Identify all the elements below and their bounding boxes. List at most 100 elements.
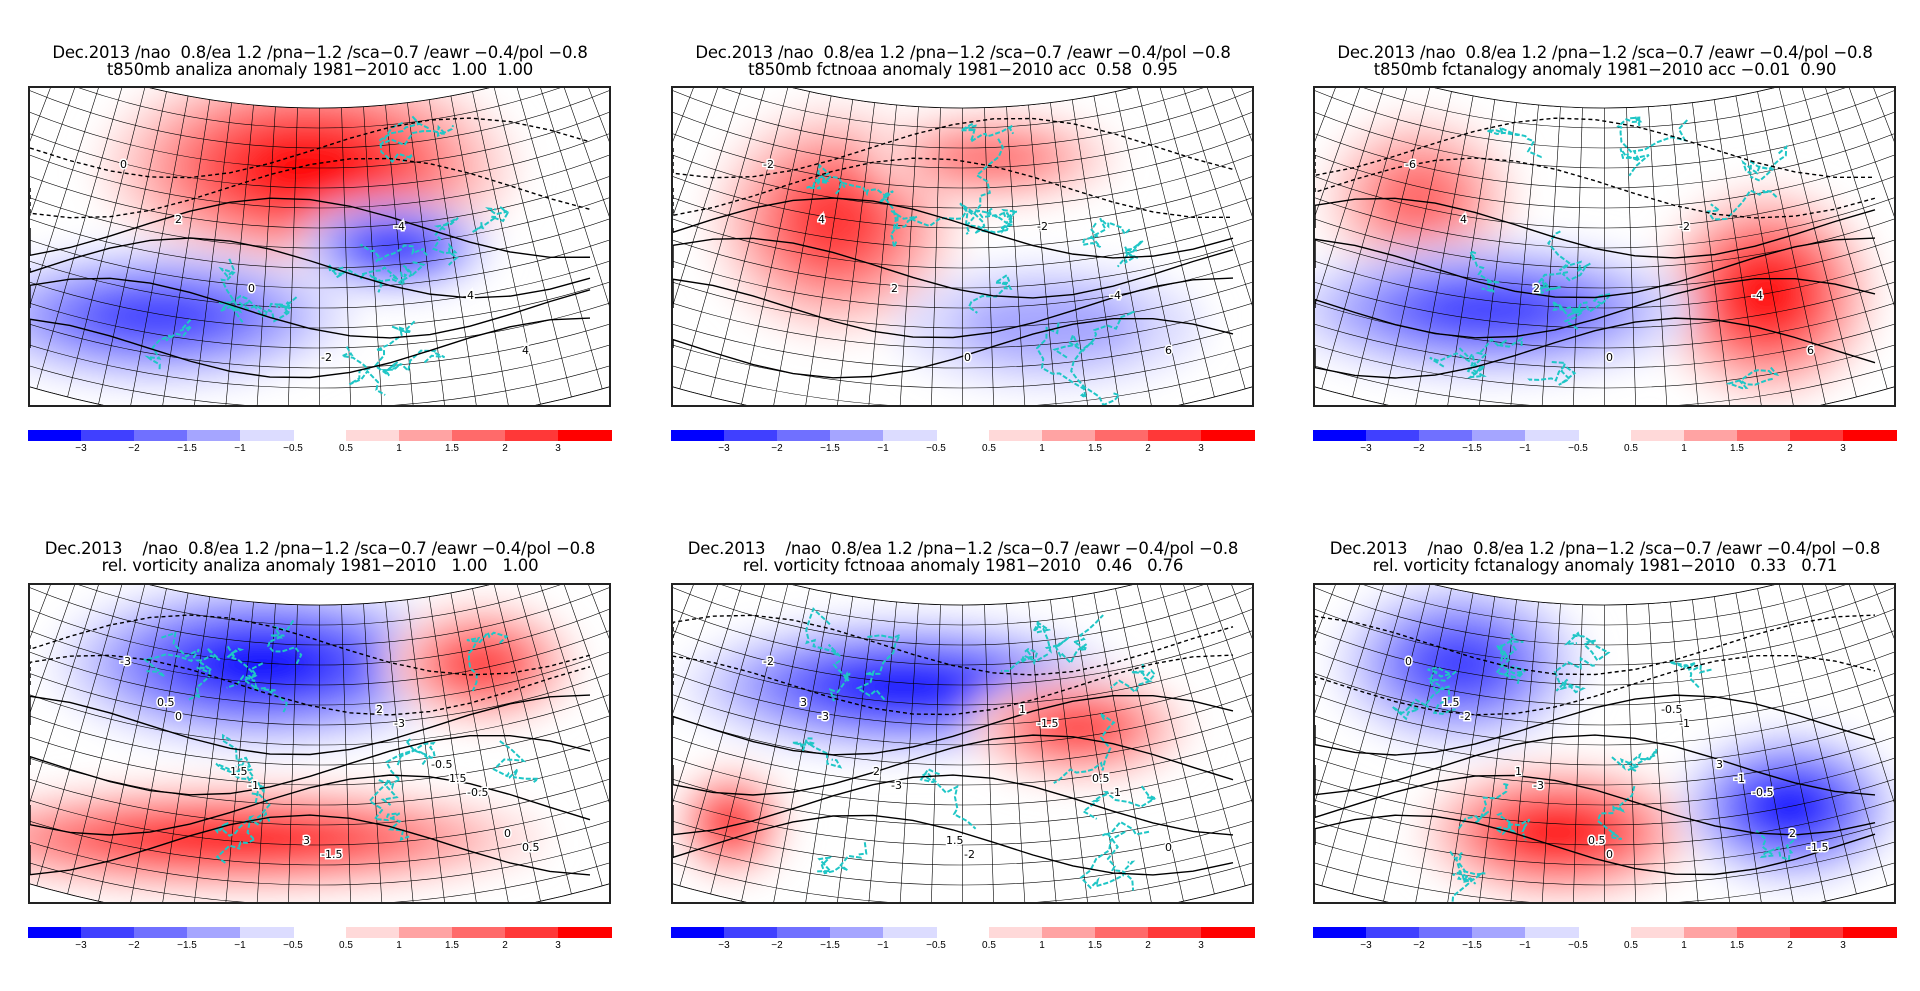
colorbar-tick-label: 1.5 — [1730, 443, 1744, 454]
coastline — [379, 121, 455, 147]
colorbar-swatch — [883, 430, 937, 441]
contour-label: 0 — [504, 827, 511, 840]
colorbar-swatch — [240, 927, 294, 938]
colorbar-swatch — [1684, 430, 1738, 441]
colorbar-tick-label: −2 — [128, 443, 140, 454]
colorbar-swatch — [1042, 430, 1096, 441]
colorbar-tick-label: 2 — [1145, 940, 1151, 951]
anomaly-region-positive — [143, 823, 322, 854]
contour-label: 1.5 — [1442, 696, 1460, 709]
contour-label: -2 — [1679, 220, 1690, 233]
colorbar-swatch — [399, 430, 453, 441]
grid-parallel — [673, 665, 1252, 786]
coastline — [373, 320, 416, 377]
colorbar-tick-label: 1.5 — [445, 443, 459, 454]
grid-parallel — [673, 585, 1252, 686]
colorbar-positive: 0.5 1 1.5 2 3 — [982, 430, 1255, 454]
panel-title-line1: Dec.2013 /nao 0.8/ea 1.2 /pna−1.2 /sca−0… — [695, 43, 1231, 62]
contour-label: 0.5 — [1588, 834, 1606, 847]
colorbar-tick-label: 0.5 — [339, 443, 353, 454]
domain-outline — [1315, 585, 1894, 902]
coastline — [974, 208, 1018, 234]
coastline — [806, 163, 846, 190]
grid-parallel — [1315, 88, 1894, 129]
colorbar-swatch — [1843, 430, 1897, 441]
coastline — [267, 619, 303, 666]
grid-parallel — [1315, 585, 1894, 666]
contour-line — [1315, 814, 1876, 876]
grid-parallel — [30, 717, 609, 846]
grid-parallel — [673, 752, 1252, 886]
grid-parallel — [673, 255, 1252, 389]
grid-meridian — [577, 88, 609, 359]
colorbar-tick-label: 1 — [1039, 940, 1045, 951]
colorbar-swatch — [671, 927, 725, 938]
colorbar-positive: 0.5 1 1.5 2 3 — [1624, 430, 1897, 454]
colorbar-swatch — [777, 927, 831, 938]
contour-label: -3 — [818, 710, 829, 723]
grid-parallel — [1315, 238, 1894, 369]
anomaly-region-positive — [248, 136, 368, 198]
anomaly-region-positive — [791, 181, 879, 261]
map-frame: -2 -1 -1.5 -2 -3 -3 0 0.5 1 1.5 2 3 — [671, 583, 1254, 904]
contour-label: -3 — [120, 655, 131, 668]
grid-parallel — [30, 168, 609, 289]
colorbar-swatch — [1419, 430, 1473, 441]
grid-parallel — [1315, 735, 1894, 866]
anomaly-region-positive — [935, 137, 1048, 179]
colorbar-swatch — [346, 430, 400, 441]
contour-label: -0.5 — [431, 758, 452, 771]
contour-line — [673, 614, 1234, 676]
grid-parallel — [673, 88, 1252, 169]
coastline — [963, 138, 1005, 235]
panel-title-line1: Dec.2013 /nao 0.8/ea 1.2 /pna−1.2 /sca−0… — [687, 539, 1239, 558]
colorbar-tick-label: −2 — [128, 940, 140, 951]
map-frame: -3 -0.5 -3 -1.5 -1 0 0.5 1.5 2 3 1.5 0.5 0 -0.5 — [28, 583, 611, 904]
coastline — [1494, 640, 1527, 685]
contour-label: 1.5 — [449, 772, 467, 785]
coastline — [368, 779, 410, 842]
contour-label: -2 — [1460, 710, 1471, 723]
grid-parallel — [673, 683, 1252, 806]
coastline — [369, 261, 426, 293]
coastline — [188, 647, 221, 701]
contour-line — [673, 317, 1234, 379]
grid-meridian — [556, 88, 609, 370]
contour-label: 4 — [818, 213, 825, 226]
anomaly-blobs — [710, 107, 1203, 387]
contour-label: -2 — [763, 655, 774, 668]
grid-parallel — [1315, 220, 1894, 349]
colorbar-tick-label: −1.5 — [177, 940, 197, 951]
contour-line — [1315, 694, 1876, 756]
colorbar-positive: 0.5 1 1.5 2 3 — [1624, 927, 1897, 951]
colorbar-positive: 0.5 1 1.5 2 3 — [339, 927, 612, 951]
colorbar-tick-label: −3 — [1360, 940, 1372, 951]
colorbar-swatch — [1095, 927, 1149, 938]
coastline — [226, 645, 258, 689]
grid-parallel — [30, 88, 609, 189]
contour-line — [1315, 614, 1876, 676]
grid-parallel — [673, 585, 1252, 666]
coastline — [396, 738, 436, 766]
colorbar-swatch — [134, 927, 188, 938]
grid-parallel — [1315, 717, 1894, 846]
colorbar-tick-label: −1.5 — [1462, 443, 1482, 454]
grid-parallel — [30, 151, 609, 269]
contour-line — [1315, 197, 1876, 259]
contour-line — [30, 317, 591, 379]
contour-line — [673, 654, 1234, 716]
coastline — [218, 258, 244, 323]
grid-parallel — [30, 585, 609, 626]
panel-t850-analiza: Dec.2013 /nao 0.8/ea 1.2 /pna−1.2 /sca−0… — [0, 0, 640, 494]
grid-parallel — [30, 585, 609, 686]
grid-parallel — [673, 220, 1252, 349]
colorbar-swatch — [1525, 430, 1579, 441]
grid-meridian — [577, 585, 609, 856]
coastline — [1110, 663, 1157, 694]
coastline — [1495, 632, 1523, 680]
colorbar-negative: −3 −2 −1.5 −1 −0.5 — [671, 430, 946, 454]
colorbar-swatch — [671, 430, 725, 441]
map-plot: 0-0.5-10-3-2-1.5-1-0.50.511.523 — [1315, 585, 1894, 902]
contour-label: -1 — [1110, 786, 1121, 799]
